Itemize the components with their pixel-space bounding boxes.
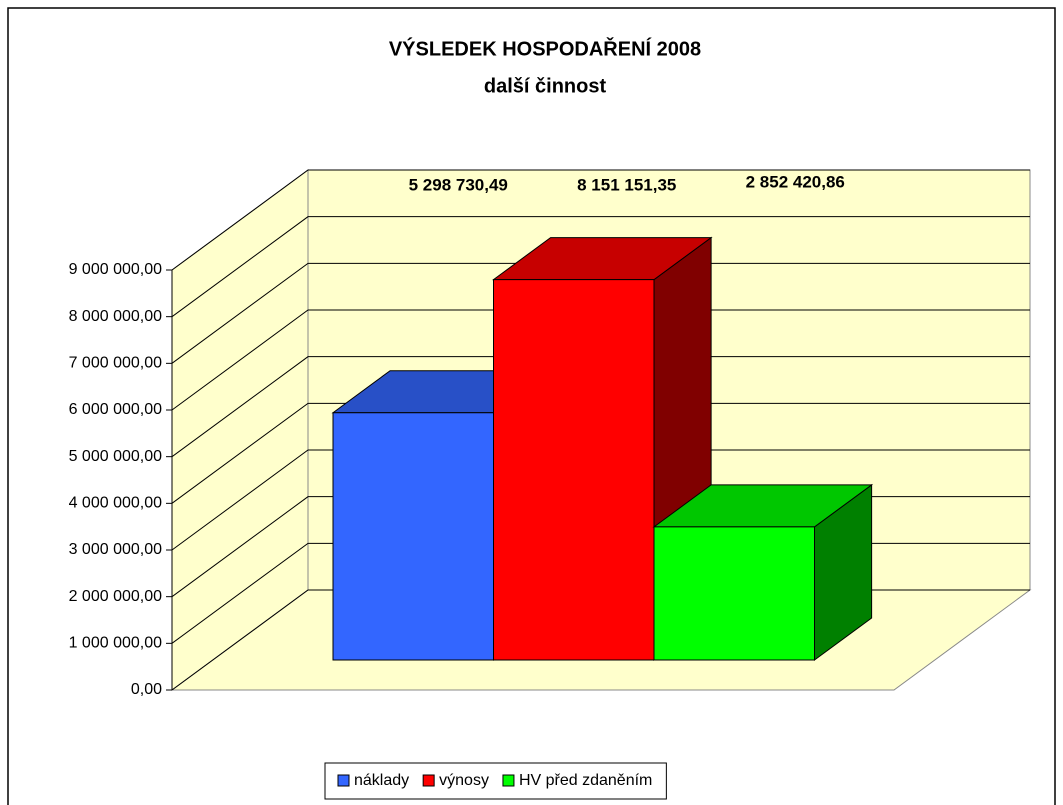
- y-tick-label: 7 000 000,00: [69, 355, 163, 372]
- legend-swatch: [422, 774, 435, 787]
- value-label: 8 151 151,35: [577, 175, 676, 194]
- bar-front: [332, 412, 494, 661]
- grid-line: [171, 356, 1030, 458]
- bar: [491, 236, 713, 661]
- y-tick-label: 4 000 000,00: [69, 495, 163, 512]
- legend-label: HV před zdaněním: [519, 772, 652, 789]
- value-label: 5 298 730,49: [409, 175, 508, 194]
- grid-line: [171, 216, 1030, 318]
- y-tick-label: 6 000 000,00: [69, 401, 163, 418]
- y-tick-label: 2 000 000,00: [69, 588, 163, 605]
- chart-subtitle: další činnost: [484, 75, 607, 97]
- bar: [652, 483, 874, 661]
- y-tick-label: 8 000 000,00: [69, 308, 163, 325]
- grid-line: [171, 262, 1030, 364]
- value-label: 2 852 420,86: [746, 172, 845, 191]
- grid-line: [171, 402, 1030, 504]
- grid-line: [171, 169, 1030, 271]
- legend-swatch: [337, 774, 350, 787]
- bar-front: [653, 526, 815, 661]
- y-tick-label: 5 000 000,00: [69, 448, 163, 465]
- legend-label: výnosy: [439, 772, 489, 789]
- y-tick-label: 1 000 000,00: [69, 635, 163, 652]
- grid-line: [171, 309, 1030, 411]
- legend-swatch: [502, 774, 515, 787]
- legend-label: náklady: [354, 772, 409, 789]
- y-tick-label: 9 000 000,00: [69, 261, 163, 278]
- y-tick-label: 0,00: [131, 681, 162, 698]
- legend-box: [324, 762, 667, 800]
- grid-line: [171, 449, 1030, 551]
- chart-title: VÝSLEDEK HOSPODAŘENÍ 2008: [389, 36, 701, 60]
- bar-front: [493, 279, 655, 661]
- y-tick-label: 3 000 000,00: [69, 541, 163, 558]
